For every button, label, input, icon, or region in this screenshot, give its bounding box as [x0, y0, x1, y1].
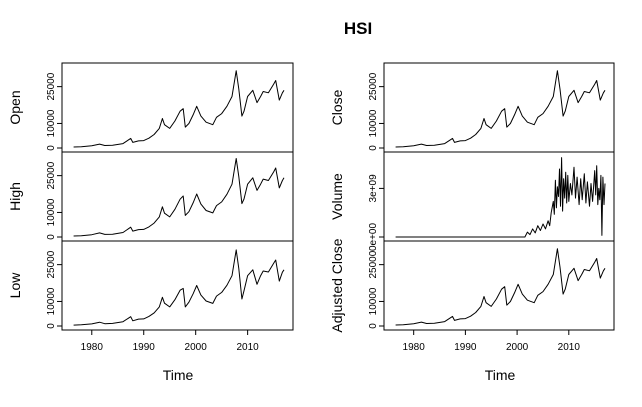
- y-tick-label-adjusted-close-1: 10000: [368, 287, 379, 315]
- y-tick-label-volume-1: 3e+09: [368, 174, 379, 203]
- y-tick-label-low-2: 25000: [46, 250, 57, 278]
- x-tick-label-right-3: 2010: [558, 342, 581, 353]
- panel-frame-low: [61, 240, 294, 331]
- plot-layer: 0 10000 25000 Open 0 10000 25000 High 0 10000 2500…: [7, 62, 615, 353]
- y-tick-label-close-2: 25000: [368, 72, 379, 100]
- y-axis-label-open: Open: [7, 90, 23, 124]
- x-tick-label-right-2: 2000: [506, 342, 529, 353]
- x-tick-label-left-0: 1980: [81, 342, 104, 353]
- x-axis-label-right: Time: [485, 367, 516, 383]
- x-axis-label-left: Time: [163, 367, 194, 383]
- chart-title: HSI: [344, 19, 372, 38]
- panel-frame-close: [383, 62, 615, 153]
- y-axis-label-adjusted-close: Adjusted Close: [329, 238, 345, 332]
- y-axis-label-volume: Volume: [329, 173, 345, 220]
- y-tick-label-volume-0: 0e+00: [368, 223, 379, 252]
- panel-frame-adjusted-close: [383, 240, 615, 331]
- y-tick-label-close-0: 0: [368, 145, 379, 151]
- y-tick-label-open-1: 10000: [46, 109, 57, 137]
- y-tick-label-adjusted-close-2: 25000: [368, 250, 379, 278]
- x-tick-label-left-1: 1990: [133, 342, 156, 353]
- y-tick-label-adjusted-close-0: 0: [368, 323, 379, 329]
- panel-frame-open: [61, 62, 294, 153]
- x-tick-label-right-0: 1980: [403, 342, 426, 353]
- y-axis-label-high: High: [7, 182, 23, 211]
- series-line-high: [73, 158, 285, 237]
- x-tick-label-left-3: 2010: [237, 342, 260, 353]
- y-tick-label-open-2: 25000: [46, 72, 57, 100]
- y-tick-label-high-1: 10000: [46, 198, 57, 226]
- y-axis-label-close: Close: [329, 89, 345, 125]
- series-line-close: [395, 70, 606, 148]
- x-tick-label-right-1: 1990: [454, 342, 477, 353]
- y-tick-label-high-2: 25000: [46, 161, 57, 189]
- series-line-volume: [395, 157, 606, 238]
- y-tick-label-high-0: 0: [46, 234, 57, 240]
- y-tick-label-low-0: 0: [46, 323, 57, 329]
- panel-frame-high: [61, 151, 294, 242]
- y-tick-label-low-1: 10000: [46, 287, 57, 315]
- y-axis-label-low: Low: [7, 272, 23, 299]
- y-tick-label-open-0: 0: [46, 145, 57, 151]
- series-line-low: [73, 249, 285, 326]
- series-line-open: [73, 70, 285, 148]
- x-tick-label-left-2: 2000: [185, 342, 208, 353]
- y-tick-label-close-1: 10000: [368, 109, 379, 137]
- series-line-adjusted-close: [395, 248, 606, 326]
